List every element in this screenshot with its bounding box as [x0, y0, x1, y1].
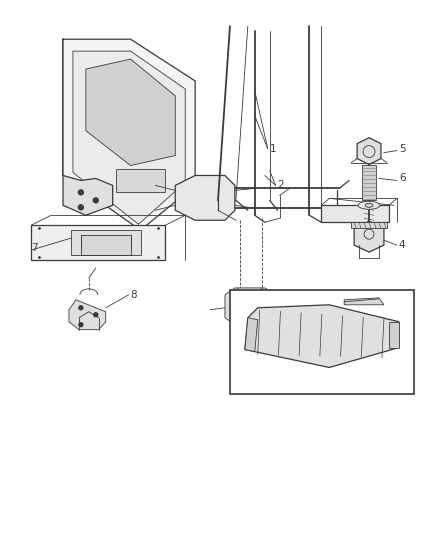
Polygon shape [175, 175, 235, 220]
Text: 8: 8 [131, 290, 137, 300]
Text: 1: 1 [270, 143, 276, 154]
Ellipse shape [365, 203, 373, 207]
Circle shape [94, 313, 98, 317]
Polygon shape [81, 235, 131, 255]
Polygon shape [351, 222, 387, 228]
Circle shape [78, 190, 83, 195]
Circle shape [93, 198, 98, 203]
Text: 4: 4 [399, 240, 406, 250]
Polygon shape [63, 175, 113, 215]
Circle shape [79, 306, 83, 310]
Polygon shape [86, 59, 175, 166]
Polygon shape [245, 305, 399, 367]
Polygon shape [344, 298, 384, 305]
Text: 7: 7 [31, 243, 38, 253]
Text: 6: 6 [399, 173, 406, 183]
Polygon shape [225, 288, 278, 325]
Polygon shape [321, 205, 389, 222]
Text: 3: 3 [329, 325, 336, 335]
Polygon shape [73, 51, 185, 224]
Polygon shape [71, 230, 141, 255]
Circle shape [78, 205, 83, 210]
Text: 2: 2 [278, 181, 284, 190]
Circle shape [79, 322, 83, 327]
Polygon shape [245, 318, 258, 352]
Polygon shape [362, 165, 376, 200]
Polygon shape [389, 322, 399, 348]
Ellipse shape [358, 201, 380, 209]
Polygon shape [357, 138, 381, 165]
Polygon shape [354, 221, 384, 252]
Text: 5: 5 [399, 143, 406, 154]
Polygon shape [63, 39, 195, 230]
Polygon shape [116, 168, 165, 192]
Polygon shape [31, 225, 165, 260]
Polygon shape [69, 300, 106, 330]
Bar [230, 290, 414, 394]
